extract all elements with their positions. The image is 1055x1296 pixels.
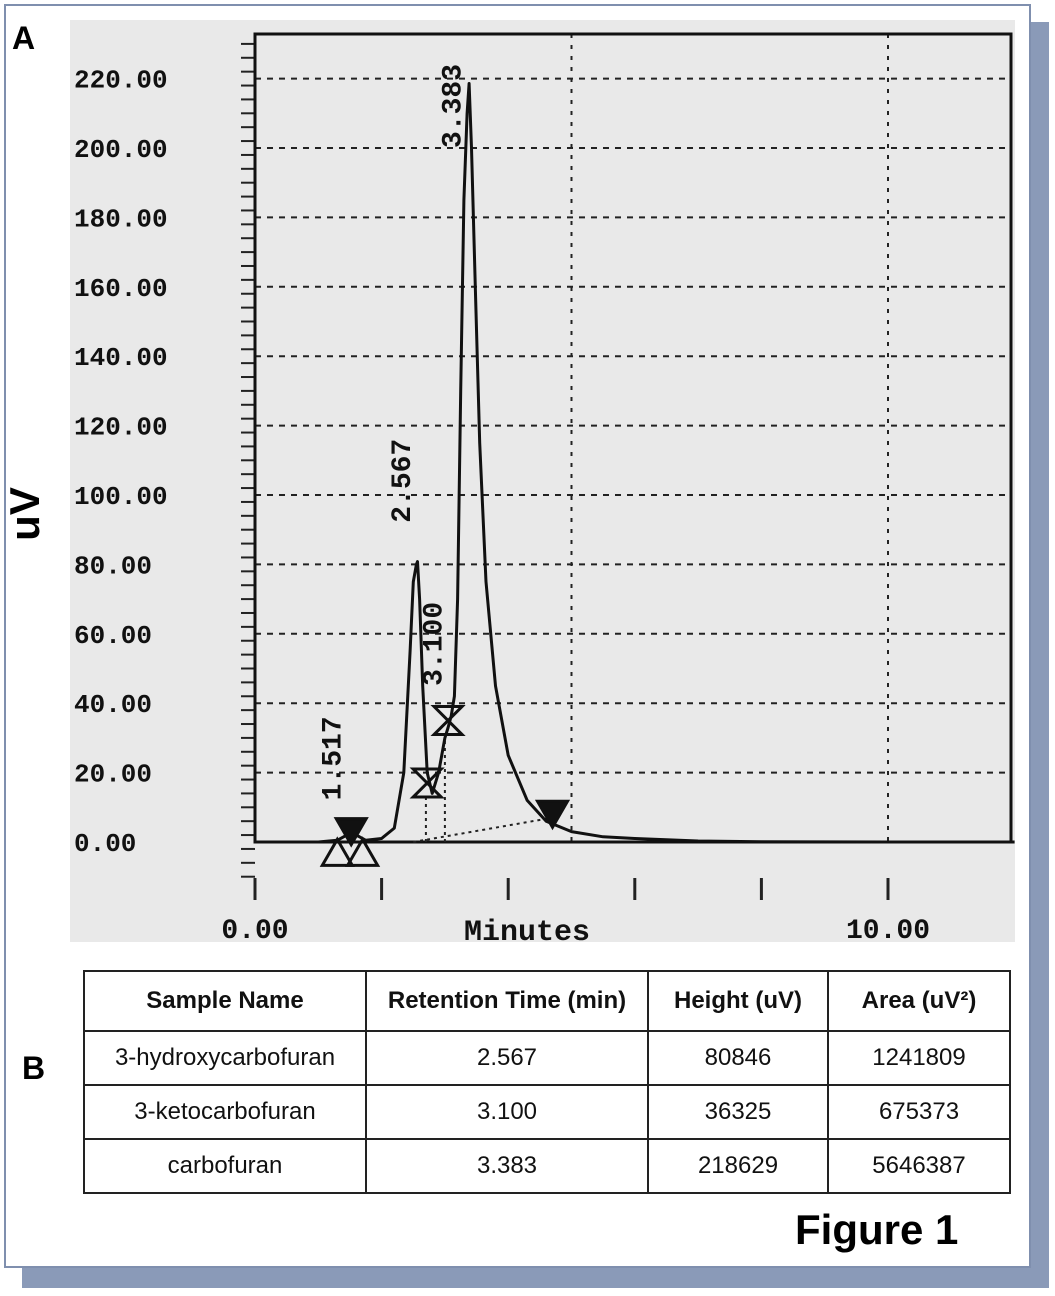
peak-label: 1.517 — [318, 716, 349, 800]
cell-height: 218629 — [647, 1138, 829, 1194]
header-area: Area (uV²) — [827, 970, 1011, 1032]
peak-boundary-marker — [430, 705, 466, 737]
baseline-dotted — [413, 816, 553, 843]
cell-area: 675373 — [827, 1084, 1011, 1140]
y-tick-label: 120.00 — [74, 413, 168, 443]
y-tick-label: 40.00 — [74, 690, 152, 720]
cell-height: 80846 — [647, 1030, 829, 1086]
cell-sample-name: 3-hydroxycarbofuran — [83, 1030, 367, 1086]
y-tick-label: 140.00 — [74, 343, 168, 373]
peak-label: 2.567 — [388, 439, 419, 523]
y-axis-label-wrap: uV — [1, 470, 64, 550]
cell-area: 1241809 — [827, 1030, 1011, 1086]
y-tick-label: 80.00 — [74, 551, 152, 581]
chromatogram-chart: 220.00 200.00 180.00 160.00 140.00 120.00 100.… — [70, 20, 1015, 942]
cell-retention-time: 3.383 — [365, 1138, 649, 1194]
y-tick-label: 0.00 — [74, 829, 136, 859]
peak-labels: 1.517 2.567 3.100 3.383 — [318, 64, 469, 800]
results-table: Sample Name Retention Time (min) Height … — [83, 970, 1011, 1194]
peak-end-marker — [345, 836, 381, 867]
panel-b-label: B — [22, 1050, 46, 1086]
peak-label: 3.100 — [420, 602, 451, 686]
cell-sample-name: carbofuran — [83, 1138, 367, 1194]
y-tick-label: 60.00 — [74, 621, 152, 651]
peak-label: 3.383 — [439, 64, 470, 148]
y-tick-labels: 220.00 200.00 180.00 160.00 140.00 120.00 100.… — [74, 66, 168, 859]
x-axis-label: Minutes — [464, 916, 590, 942]
chromatogram-svg: 220.00 200.00 180.00 160.00 140.00 120.00 100.… — [70, 20, 1015, 942]
peak-end-marker — [534, 799, 571, 831]
y-tick-label: 180.00 — [74, 204, 168, 234]
table-header-row: Sample Name Retention Time (min) Height … — [83, 970, 1011, 1032]
table-row: 3-hydroxycarbofuran 2.567 80846 1241809 — [83, 1030, 1011, 1086]
cell-area: 5646387 — [827, 1138, 1011, 1194]
grid-lines — [255, 34, 1011, 843]
axis-ticks — [241, 42, 890, 900]
chart-background — [70, 20, 1015, 942]
y-tick-label: 20.00 — [74, 760, 152, 790]
header-sample-name: Sample Name — [83, 970, 367, 1032]
header-height: Height (uV) — [647, 970, 829, 1032]
cell-retention-time: 3.100 — [365, 1084, 649, 1140]
table-row: 3-ketocarbofuran 3.100 36325 675373 — [83, 1084, 1011, 1140]
cell-sample-name: 3-ketocarbofuran — [83, 1084, 367, 1140]
x-tick-labels: 0.00 10.00 — [221, 916, 930, 942]
cell-retention-time: 2.567 — [365, 1030, 649, 1086]
y-tick-label: 200.00 — [74, 135, 168, 165]
plot-border — [253, 32, 1013, 844]
peak-start-marker — [319, 836, 355, 867]
integration-baselines — [413, 737, 553, 843]
figure-label: Figure 1 — [795, 1206, 959, 1253]
header-retention-time: Retention Time (min) — [365, 970, 649, 1032]
y-tick-label: 160.00 — [74, 274, 168, 304]
x-tick-label: 0.00 — [221, 916, 288, 942]
panel-a-label: A — [12, 20, 36, 56]
peak-boundary-marker — [409, 767, 445, 799]
cell-height: 36325 — [647, 1084, 829, 1140]
peak-apex-marker — [333, 817, 369, 848]
x-tick-label: 10.00 — [846, 916, 930, 942]
y-tick-label: 100.00 — [74, 482, 168, 512]
y-axis-label: uV — [0, 487, 48, 541]
y-tick-label: 220.00 — [74, 66, 168, 96]
table-row: carbofuran 3.383 218629 5646387 — [83, 1138, 1011, 1194]
peak-markers — [319, 705, 571, 867]
